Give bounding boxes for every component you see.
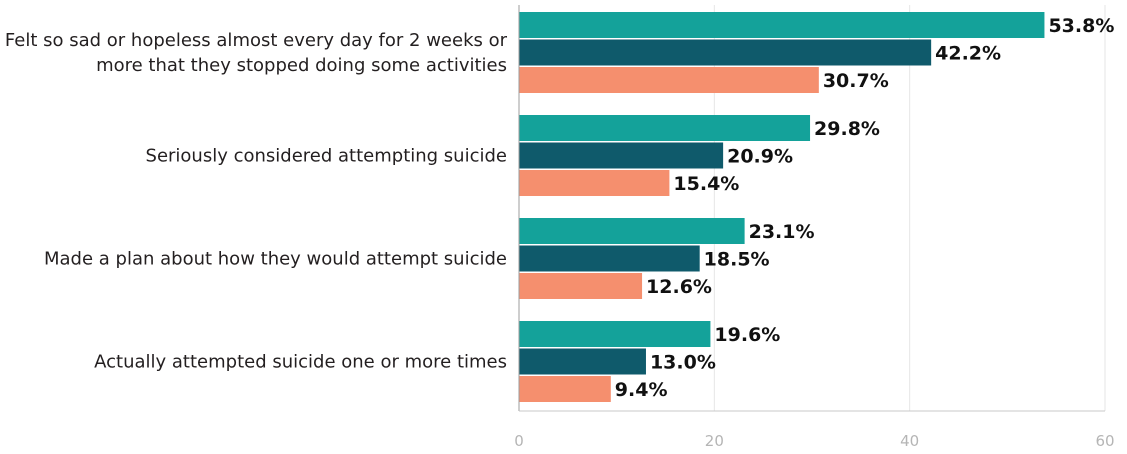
data-label-s2-c2: 20.9% — [727, 146, 793, 168]
category-label-line: Actually attempted suicide one or more t… — [94, 352, 507, 373]
category-label-4: Actually attempted suicide one or more t… — [94, 352, 507, 373]
x-tick-label-0: 0 — [514, 432, 524, 450]
category-label-line: Made a plan about how they would attempt… — [44, 249, 507, 270]
bar-s3-c3 — [519, 273, 643, 299]
bar-s3-c4 — [519, 376, 611, 402]
x-tick-label-60: 60 — [1095, 432, 1114, 450]
data-label-s1-c4: 19.6% — [714, 324, 780, 346]
category-label-3: Made a plan about how they would attempt… — [44, 249, 507, 270]
category-label-1: Felt so sad or hopeless almost every day… — [5, 30, 508, 76]
data-label-s3-c4: 9.4% — [615, 379, 668, 401]
category-label-2: Seriously considered attempting suicide — [146, 146, 507, 167]
data-label-s3-c3: 12.6% — [646, 276, 712, 298]
bar-s1-c4 — [519, 321, 711, 347]
data-label-s2-c3: 18.5% — [704, 249, 770, 271]
bar-s2-c2 — [519, 142, 724, 169]
data-label-s1-c1: 53.8% — [1048, 15, 1114, 37]
grid-layer — [713, 5, 1106, 411]
bar-s1-c1 — [519, 12, 1045, 38]
category-label-line: more that they stopped doing some activi… — [96, 55, 507, 76]
data-label-s1-c2: 29.8% — [814, 118, 880, 140]
axis-layer: 0 20 40 60 — [514, 5, 1115, 450]
x-tick-label-40: 40 — [900, 432, 919, 450]
labels-layer: 53.8% 29.8% 23.1% 19.6% 42.2% 20.9% 18.5% 13.0%… — [5, 15, 1114, 401]
x-tick-label-20: 20 — [705, 432, 724, 450]
data-label-s2-c1: 42.2% — [935, 43, 1001, 65]
bars-layer — [519, 12, 1045, 402]
bar-s1-c2 — [519, 115, 811, 141]
data-label-s3-c2: 15.4% — [673, 173, 739, 195]
category-label-line: Felt so sad or hopeless almost every day… — [5, 30, 508, 51]
data-label-s1-c3: 23.1% — [749, 221, 815, 243]
bar-s2-c1 — [519, 39, 932, 66]
data-label-s2-c4: 13.0% — [650, 352, 716, 374]
bar-s1-c3 — [519, 218, 745, 244]
bar-s2-c4 — [519, 348, 646, 375]
data-label-s3-c1: 30.7% — [823, 70, 889, 92]
category-label-line: Seriously considered attempting suicide — [146, 146, 507, 167]
bar-s2-c3 — [519, 245, 700, 272]
bar-s3-c2 — [519, 170, 670, 196]
bar-s3-c1 — [519, 67, 819, 93]
